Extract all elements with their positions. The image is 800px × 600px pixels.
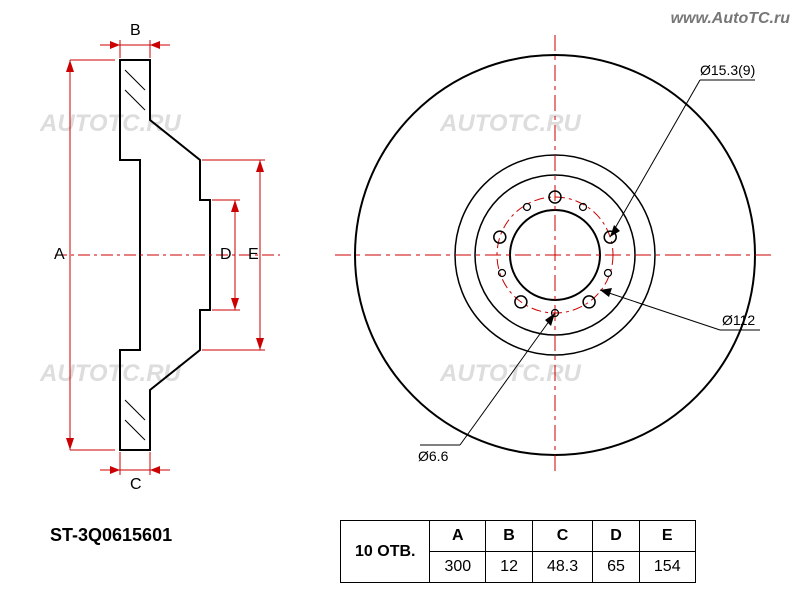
dim-label-c: C: [130, 476, 142, 494]
dimension-table: 10 ОТВ. A B C D E 300 12 48.3 65 154: [340, 520, 696, 583]
dim-label-d: D: [220, 246, 232, 264]
table-col: D: [593, 521, 640, 552]
table-col: E: [639, 521, 695, 552]
table-header-label: 10 ОТВ.: [341, 521, 430, 583]
table-col: A: [430, 521, 486, 552]
table-val: 65: [593, 552, 640, 583]
technical-drawing: [0, 0, 800, 600]
dim-label-a: A: [54, 246, 65, 264]
part-number: ST-3Q0615601: [50, 525, 172, 546]
table-val: 154: [639, 552, 695, 583]
dim-label-e: E: [248, 246, 259, 264]
table-val: 300: [430, 552, 486, 583]
table-val: 12: [486, 552, 533, 583]
front-view-group: [335, 35, 775, 475]
dim-label-b: B: [130, 22, 141, 40]
annot-d112: Ø112: [722, 312, 755, 328]
table-col: B: [486, 521, 533, 552]
side-view-group: [55, 40, 280, 475]
table-col: C: [532, 521, 592, 552]
annot-d153: Ø15.3(9): [700, 62, 755, 78]
table-val: 48.3: [532, 552, 592, 583]
annot-d66: Ø6.6: [418, 448, 448, 464]
